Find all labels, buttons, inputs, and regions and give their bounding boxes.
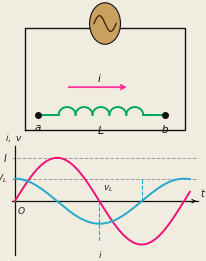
Text: $i$: $i$: [98, 249, 103, 260]
Circle shape: [90, 3, 121, 44]
Text: $V_L$: $V_L$: [0, 173, 7, 185]
Text: $i$: $i$: [97, 72, 102, 84]
Text: $v_L$: $v_L$: [103, 184, 114, 194]
Text: $I$: $I$: [3, 152, 7, 164]
Text: $O$: $O$: [17, 205, 26, 216]
Text: $a$: $a$: [34, 123, 42, 133]
Text: $i,\ v$: $i,\ v$: [5, 132, 23, 144]
Text: $t$: $t$: [200, 187, 206, 199]
Text: $L$: $L$: [97, 124, 105, 137]
Text: $b$: $b$: [161, 123, 169, 135]
